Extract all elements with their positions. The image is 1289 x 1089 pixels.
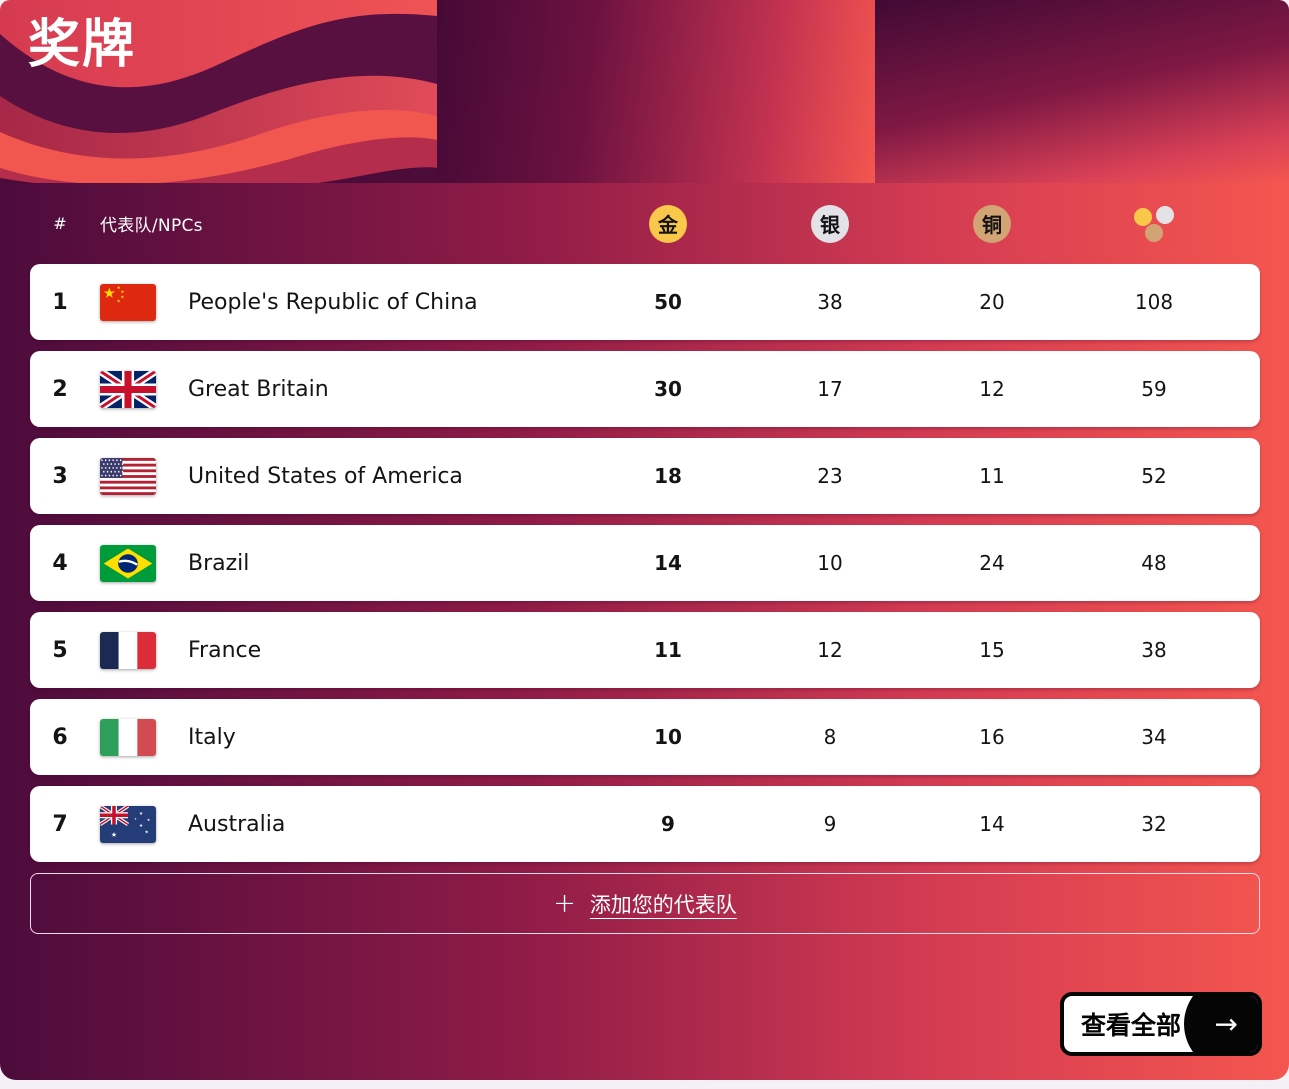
- total-count: 52: [1141, 464, 1167, 488]
- bronze-medal-icon: 铜: [973, 204, 1011, 243]
- table-row[interactable]: 5 France 11 12 15 38: [30, 612, 1260, 688]
- gold-count: 9: [661, 812, 675, 836]
- silver-count: 8: [823, 725, 837, 749]
- country-name: Australia: [188, 811, 286, 837]
- bronze-count: 20: [979, 290, 1005, 314]
- hero-gradient-panel-right: [875, 0, 1289, 183]
- country-name: People's Republic of China: [188, 289, 478, 315]
- bronze-count: 11: [979, 464, 1005, 488]
- medal-rows: 1 People's Republic of China 50 38 20 10…: [30, 264, 1260, 862]
- table-header: # 代表队/NPCs 金 银 铜: [30, 183, 1260, 264]
- country-name: France: [188, 637, 262, 663]
- wave-graphic: [0, 0, 437, 183]
- total-count: 108: [1134, 290, 1174, 314]
- country-flag: [100, 457, 156, 495]
- silver-count: 23: [817, 464, 843, 488]
- gold-count: 18: [654, 464, 682, 488]
- country-flag: [100, 718, 156, 756]
- row-rank: 2: [52, 376, 68, 402]
- country-name: Great Britain: [188, 376, 329, 402]
- country-flag: [100, 283, 156, 321]
- silver-count: 9: [823, 812, 837, 836]
- country-name: Italy: [188, 724, 236, 750]
- gold-count: 50: [654, 290, 682, 314]
- row-rank: 5: [52, 637, 68, 663]
- gold-count: 30: [654, 377, 682, 401]
- silver-count: 12: [817, 638, 843, 662]
- bronze-count: 12: [979, 377, 1005, 401]
- total-count: 38: [1141, 638, 1167, 662]
- medal-board: # 代表队/NPCs 金 银 铜 1 People's Republic of …: [0, 183, 1289, 1080]
- gold-column-header: 金: [587, 204, 749, 243]
- total-medals-icon: [1134, 205, 1174, 243]
- country-name: United States of America: [188, 463, 463, 489]
- total-count: 59: [1141, 377, 1167, 401]
- table-row[interactable]: 4 Brazil 14 10 24 48: [30, 525, 1260, 601]
- silver-count: 38: [817, 290, 843, 314]
- gold-medal-icon: 金: [649, 204, 687, 243]
- hero-wave-panel: 奖牌: [0, 0, 437, 183]
- table-row[interactable]: 1 People's Republic of China 50 38 20 10…: [30, 264, 1260, 340]
- view-all-label: 查看全部: [1081, 1011, 1182, 1040]
- table-row[interactable]: 7 Australia 9 9 14 32: [30, 786, 1260, 862]
- bronze-count: 15: [979, 638, 1005, 662]
- country-flag: [100, 544, 156, 582]
- hero-banner: 奖牌: [0, 0, 1289, 183]
- arrow-circle: [1184, 996, 1258, 1052]
- silver-count: 10: [817, 551, 843, 575]
- add-team-label: 添加您的代表队: [589, 892, 737, 917]
- total-count: 48: [1141, 551, 1167, 575]
- table-row[interactable]: 3 United States of America 18 23 11 52: [30, 438, 1260, 514]
- gold-count: 10: [654, 725, 682, 749]
- country-flag: [100, 631, 156, 669]
- page-title: 奖牌: [28, 15, 137, 75]
- table-row[interactable]: 2 Great Britain 30 17 12 59: [30, 351, 1260, 427]
- total-count: 34: [1141, 725, 1167, 749]
- rank-column-header: #: [53, 214, 67, 233]
- gold-count: 14: [654, 551, 682, 575]
- arrow-right-icon: →: [1214, 1007, 1238, 1041]
- board-footer: 查看全部 →: [30, 934, 1262, 1077]
- bronze-column-header: 铜: [911, 204, 1073, 243]
- team-column-header: 代表队/NPCs: [100, 216, 203, 236]
- silver-column-header: 银: [749, 204, 911, 243]
- row-rank: 4: [52, 550, 68, 576]
- row-rank: 6: [52, 724, 68, 750]
- row-rank: 1: [52, 289, 68, 315]
- bronze-count: 16: [979, 725, 1005, 749]
- silver-count: 17: [817, 377, 843, 401]
- total-count: 32: [1141, 812, 1167, 836]
- total-column-header: [1073, 205, 1235, 243]
- gold-count: 11: [654, 638, 682, 662]
- bronze-count: 24: [979, 551, 1005, 575]
- hero-gradient-panel-middle: [437, 0, 875, 183]
- country-flag: [100, 370, 156, 408]
- add-team-button[interactable]: + 添加您的代表队: [30, 873, 1260, 934]
- country-name: Brazil: [188, 550, 250, 576]
- table-row[interactable]: 6 Italy 10 8 16 34: [30, 699, 1260, 775]
- row-rank: 7: [52, 811, 68, 837]
- silver-medal-icon: 银: [811, 204, 849, 243]
- country-flag: [100, 805, 156, 843]
- row-rank: 3: [52, 463, 68, 489]
- plus-icon: +: [553, 888, 576, 919]
- view-all-button[interactable]: 查看全部 →: [1060, 992, 1262, 1056]
- bronze-count: 14: [979, 812, 1005, 836]
